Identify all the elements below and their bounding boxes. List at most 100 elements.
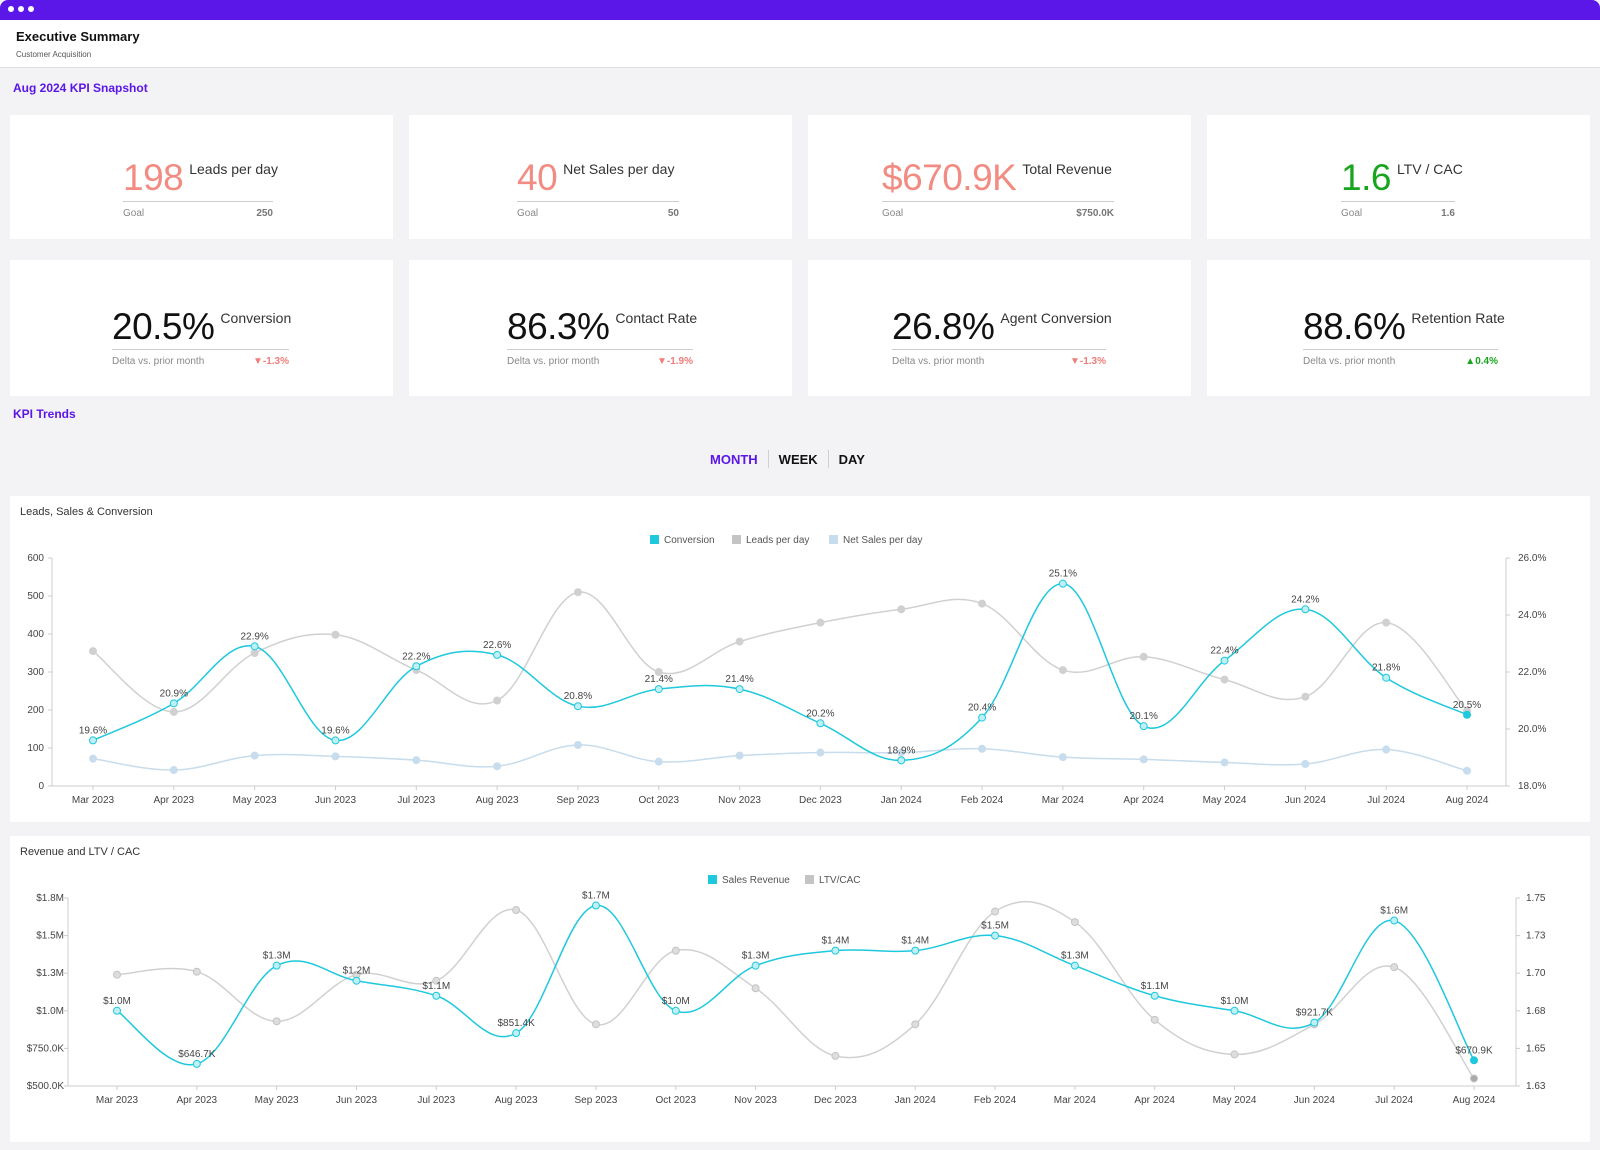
data-point[interactable] [352,976,361,985]
legend-item[interactable]: Conversion [650,535,715,546]
data-point[interactable] [573,588,582,597]
data-point[interactable] [432,991,441,1000]
data-point[interactable] [89,736,97,745]
data-point[interactable] [493,650,502,659]
data-point[interactable] [816,618,825,627]
toggle-day[interactable]: DAY [838,451,865,467]
data-point[interactable] [1058,579,1067,588]
data-point[interactable] [169,707,178,716]
data-point[interactable] [911,946,920,955]
legend-item[interactable]: Net Sales per day [829,535,923,546]
toggle-month[interactable]: MONTH [710,451,758,467]
window-controls[interactable] [8,6,34,12]
data-point[interactable] [991,931,1000,940]
data-point[interactable] [991,907,1000,916]
data-point[interactable] [169,766,178,775]
data-point[interactable] [671,946,680,955]
data-point[interactable] [1470,1074,1478,1083]
data-point[interactable] [1058,753,1067,762]
data-point[interactable] [1310,1018,1319,1027]
data-point[interactable] [897,605,906,614]
data-point[interactable] [1220,656,1229,665]
data-point[interactable] [493,762,502,771]
data-point[interactable] [331,752,340,761]
y-tick-label: $1.3M [36,968,64,979]
data-point[interactable] [831,946,840,955]
data-point[interactable] [272,961,281,970]
data-point[interactable] [250,751,259,760]
data-point[interactable] [591,1020,600,1029]
data-point[interactable] [1390,916,1399,925]
data-point[interactable] [331,736,340,745]
data-point[interactable] [1470,1056,1478,1065]
data-point[interactable] [331,630,340,639]
data-point[interactable] [1139,755,1148,764]
data-point[interactable] [1382,618,1391,627]
data-point[interactable] [1220,758,1229,767]
data-point[interactable] [1382,673,1391,682]
data-point[interactable] [493,696,502,705]
data-point[interactable] [978,744,987,753]
data-point[interactable] [978,713,987,722]
data-point[interactable] [250,642,259,651]
data-point[interactable] [1463,766,1471,775]
data-point[interactable] [911,1020,920,1029]
data-point[interactable] [735,637,744,646]
data-point[interactable] [1301,692,1310,701]
data-point[interactable] [1139,722,1148,731]
data-point[interactable] [897,748,906,757]
data-point[interactable] [573,702,582,711]
legend-item[interactable]: Leads per day [732,535,809,546]
data-point[interactable] [412,662,421,671]
data-point[interactable] [113,970,121,979]
data-point[interactable] [1070,918,1079,927]
data-point[interactable] [591,901,600,910]
data-point[interactable] [816,748,825,757]
kpi-card-net-sales-per-day: 40 Net Sales per day Goal 50 [409,115,792,239]
data-point[interactable] [735,685,744,694]
data-point[interactable] [1070,961,1079,970]
data-point[interactable] [816,719,825,728]
data-point[interactable] [751,961,760,970]
data-point[interactable] [1150,1015,1159,1024]
data-point[interactable] [512,1029,521,1038]
legend-item[interactable]: Sales Revenue [708,875,790,886]
data-point[interactable] [113,1006,121,1015]
data-point[interactable] [1463,710,1471,719]
data-point[interactable] [1390,963,1399,972]
data-point[interactable] [169,699,178,708]
data-point[interactable] [978,599,987,608]
data-point[interactable] [654,757,663,766]
data-point[interactable] [735,751,744,760]
kpi-sub-label: Delta vs. prior month [892,356,985,367]
data-point[interactable] [654,668,663,676]
data-point[interactable] [897,756,906,765]
data-point[interactable] [1139,652,1148,661]
data-point[interactable] [1230,1050,1239,1059]
x-tick-label: Jul 2023 [397,795,435,806]
data-point[interactable] [1301,759,1310,768]
data-point[interactable] [654,685,663,694]
legend-item[interactable]: LTV/CAC [805,875,861,886]
data-point[interactable] [671,1006,680,1015]
kpi-card-ltv-cac: 1.6 LTV / CAC Goal 1.6 [1207,115,1590,239]
data-point[interactable] [512,906,521,915]
data-point[interactable] [192,967,201,976]
toggle-week[interactable]: WEEK [778,451,818,467]
data-point[interactable] [1301,605,1310,614]
data-point[interactable] [831,1051,840,1060]
data-point[interactable] [412,756,421,765]
data-point[interactable] [89,647,97,656]
data-point[interactable] [1382,745,1391,754]
data-point[interactable] [250,649,259,657]
data-point[interactable] [432,976,441,985]
data-point[interactable] [751,984,760,993]
data-point[interactable] [192,1059,201,1068]
data-point[interactable] [1220,675,1229,684]
data-point[interactable] [1150,991,1159,1000]
data-point[interactable] [89,754,97,763]
data-point[interactable] [1058,666,1067,675]
data-point[interactable] [272,1017,281,1026]
data-point[interactable] [1230,1006,1239,1015]
data-point[interactable] [573,740,582,749]
